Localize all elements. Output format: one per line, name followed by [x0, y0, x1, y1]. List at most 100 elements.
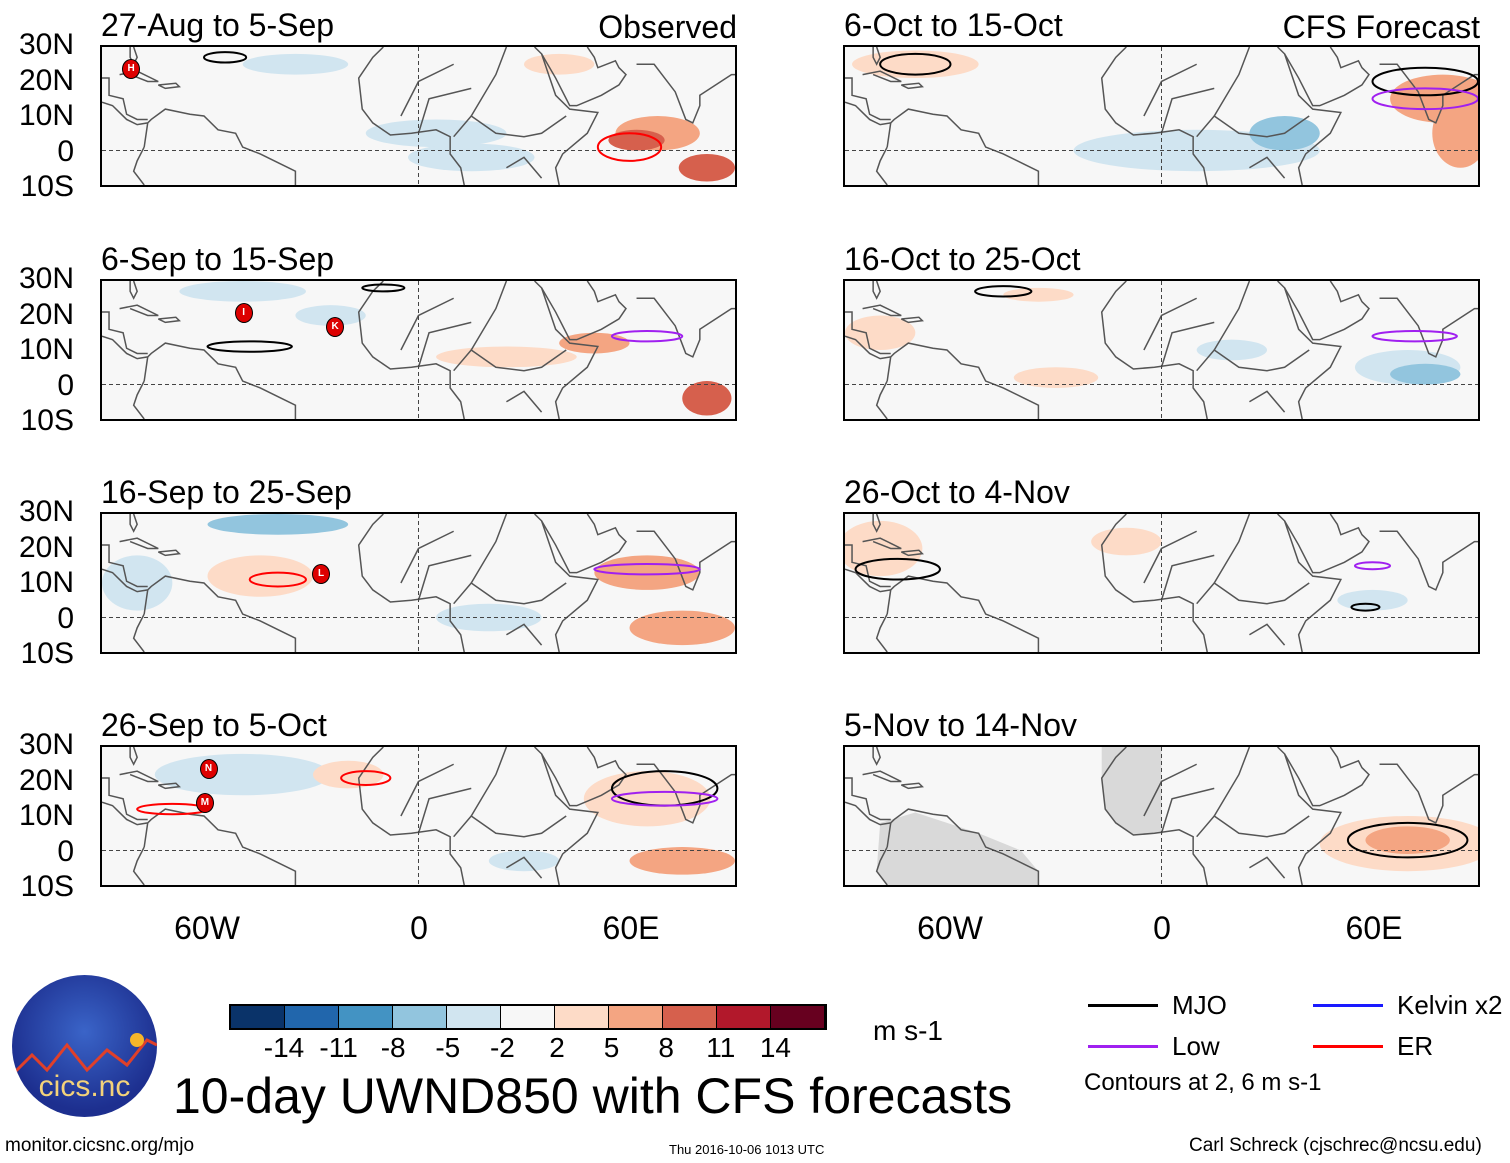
y-tick-label: 10S	[20, 637, 74, 670]
coastline	[887, 357, 891, 381]
wave-contour	[208, 341, 292, 351]
coastline	[873, 514, 880, 531]
footer-timestamp: Thu 2016-10-06 1013 UTC	[669, 1142, 825, 1157]
colorbar-swatch	[717, 1006, 771, 1028]
footer-url[interactable]: monitor.cicsnc.org/mjo	[5, 1135, 195, 1156]
panel-source-label: CFS Forecast	[1282, 9, 1480, 45]
coastline	[637, 764, 735, 823]
anomaly-shading	[1196, 339, 1267, 361]
wave-contour	[250, 573, 306, 587]
legend-line	[1313, 1045, 1383, 1048]
coastline	[877, 147, 888, 185]
colorbar-tick-label: 2	[549, 1032, 565, 1063]
coastline	[401, 64, 454, 116]
panel-title: 5-Nov to 14-Nov	[844, 707, 1077, 743]
panel-title: 16-Sep to 25-Sep	[101, 474, 352, 510]
coastline	[454, 583, 567, 604]
x-tick-label: 60E	[1345, 910, 1403, 946]
coastline	[1197, 583, 1310, 604]
wave-contour	[612, 331, 682, 341]
anomaly-shading	[629, 847, 735, 875]
hurricane-icon: H	[122, 58, 141, 79]
coastline	[102, 802, 295, 885]
y-tick-label: 0	[57, 601, 74, 635]
coastline	[1285, 47, 1369, 106]
wave-contour	[1351, 604, 1379, 611]
y-tick-label: 20N	[18, 763, 74, 797]
legend-line	[1088, 1004, 1158, 1007]
anomaly-shading	[1390, 363, 1461, 385]
coastline	[887, 590, 891, 614]
coastline	[102, 78, 148, 119]
coastline	[144, 590, 148, 614]
hurricane-icon: N	[199, 758, 218, 779]
coastline	[102, 545, 148, 586]
colorbar-tick-label: 8	[658, 1032, 674, 1063]
y-tick-label: 10S	[20, 870, 74, 903]
coastline	[877, 381, 888, 419]
coastline	[1380, 64, 1478, 123]
colorbar-swatch	[339, 1006, 393, 1028]
coastline	[419, 555, 472, 600]
colorbar-tick-label: -8	[380, 1032, 406, 1063]
legend-label: Kelvin x2	[1397, 990, 1503, 1020]
coastline	[901, 317, 922, 322]
colorbar-swatch	[231, 1006, 285, 1028]
y-tick-label: 0	[57, 834, 74, 868]
anomaly-shading	[845, 315, 916, 350]
coastline	[535, 514, 598, 652]
anomaly-shading	[407, 143, 535, 172]
wave-contour	[612, 792, 718, 806]
anomaly-shading	[1003, 287, 1074, 302]
coastline	[158, 317, 179, 322]
coastline	[1278, 514, 1341, 652]
coastline	[359, 514, 465, 652]
colorbar-swatch	[501, 1006, 555, 1028]
contour-note: Contours at 2, 6 m s-1	[1084, 1069, 1322, 1096]
map-panel	[843, 45, 1480, 187]
coastline	[873, 281, 880, 298]
panel-title: 26-Oct to 4-Nov	[844, 474, 1070, 510]
legend-line	[1088, 1045, 1158, 1048]
coastline	[471, 514, 506, 583]
wave-contour	[594, 564, 699, 574]
colorbar-tick-label: 11	[706, 1032, 736, 1063]
coastline	[1214, 47, 1249, 116]
anomaly-shading	[583, 771, 711, 827]
anomaly-shading	[559, 332, 630, 354]
colorbar-tick-label: -2	[489, 1032, 515, 1063]
coastline	[863, 71, 902, 81]
colorbar-swatch	[447, 1006, 501, 1028]
anomaly-shading	[102, 555, 173, 611]
anomaly-shading	[295, 305, 366, 326]
x-tick-label: 60E	[602, 910, 660, 946]
coastline	[401, 764, 454, 816]
colorbar-swatch	[609, 1006, 663, 1028]
coastline	[1162, 88, 1215, 133]
y-tick-label: 0	[57, 368, 74, 402]
coastline	[1214, 281, 1249, 350]
anomaly-shading	[678, 153, 735, 182]
wave-contour	[856, 559, 940, 580]
coastline	[1285, 747, 1369, 806]
coastline	[134, 381, 145, 419]
wave-contour	[341, 771, 390, 785]
panel-title: 16-Oct to 25-Oct	[844, 241, 1081, 277]
y-tick-label: 10N	[18, 333, 74, 366]
coastline	[1144, 531, 1197, 583]
anomaly-shading	[629, 610, 735, 646]
coastline	[471, 281, 506, 350]
coastline	[102, 336, 295, 419]
coastline	[845, 778, 891, 819]
coastline	[471, 747, 506, 816]
anomaly-shading	[682, 381, 732, 416]
coastline	[102, 312, 148, 353]
footer-author: Carl Schreck (cjschrec@ncsu.edu)	[1189, 1135, 1482, 1156]
coastline	[845, 336, 1038, 419]
wave-contour	[1355, 562, 1390, 569]
panel-title: 6-Sep to 15-Sep	[101, 241, 335, 277]
coastline	[1162, 322, 1215, 367]
coastline	[542, 47, 626, 106]
coastline	[1278, 47, 1341, 185]
